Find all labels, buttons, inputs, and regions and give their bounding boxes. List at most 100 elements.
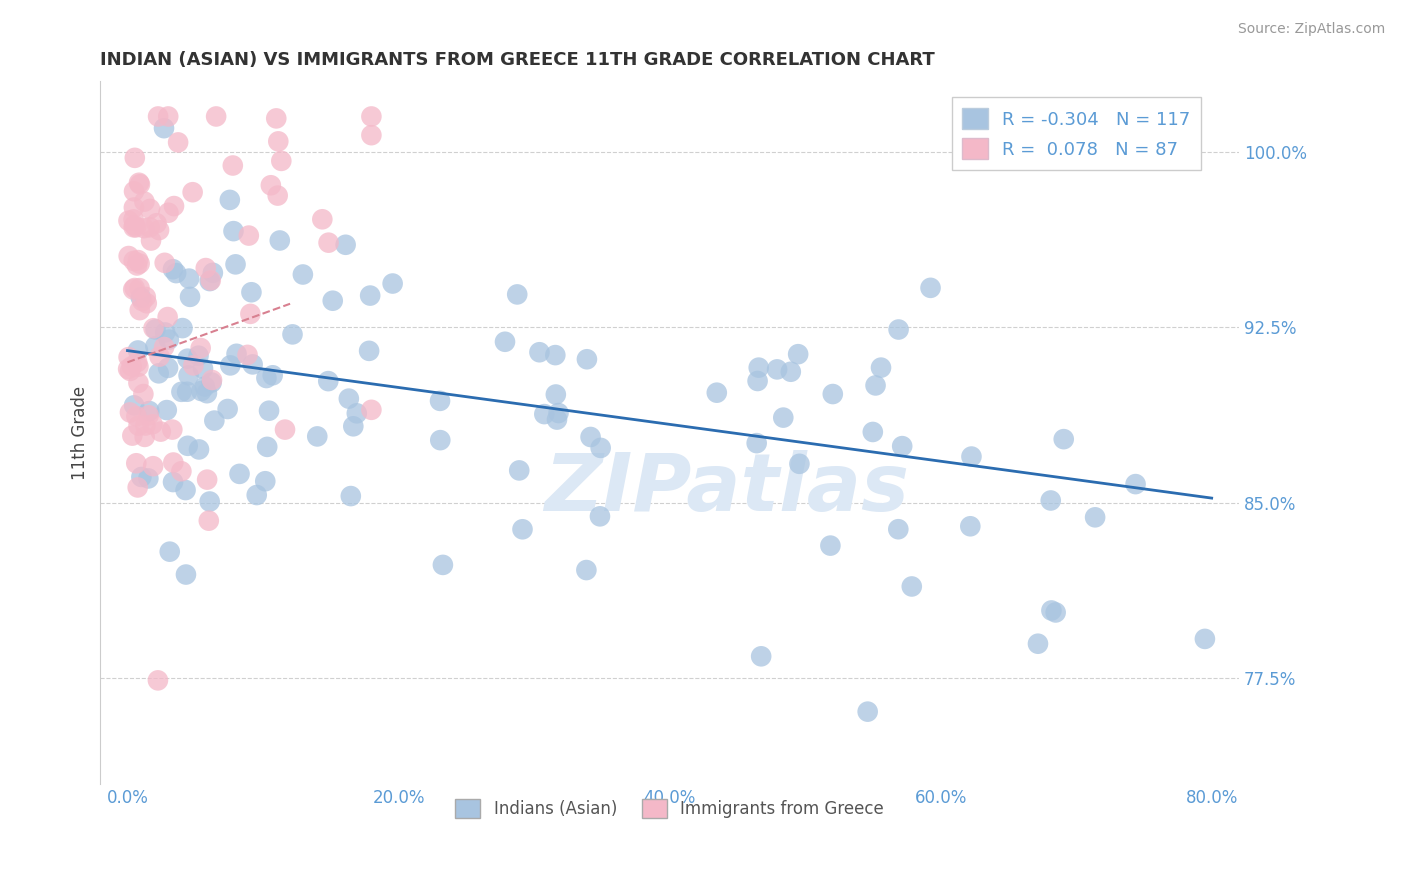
Point (138, 471, 160, 485)
Text: INDIAN (ASIAN) VS IMMIGRANTS FROM GREECE 11TH GRADE CORRELATION CHART: INDIAN (ASIAN) VS IMMIGRANTS FROM GREECE… (100, 51, 935, 69)
Point (122, 398, 145, 412)
Point (120, 364, 142, 378)
Point (381, 277, 404, 291)
Point (198, 514, 221, 528)
Point (337, 392, 360, 406)
Point (187, 349, 209, 363)
Point (134, 194, 156, 209)
Point (225, 257, 247, 271)
Point (198, 274, 221, 288)
Point (176, 384, 198, 399)
Point (257, 403, 280, 417)
Point (179, 290, 201, 304)
Point (546, 412, 568, 426)
Point (1125, 477, 1147, 491)
Point (748, 360, 770, 375)
Point (575, 563, 598, 577)
Point (190, 384, 212, 398)
Point (870, 360, 893, 375)
Point (139, 234, 162, 248)
Point (146, 673, 169, 688)
Point (170, 464, 193, 478)
Point (124, 151, 146, 165)
Point (856, 705, 879, 719)
Point (589, 509, 612, 524)
Point (529, 345, 551, 359)
Point (575, 352, 598, 367)
Point (269, 234, 291, 248)
Point (176, 351, 198, 366)
Point (127, 343, 149, 358)
Legend: Indians (Asian), Immigrants from Greece: Indians (Asian), Immigrants from Greece (449, 792, 890, 824)
Point (747, 374, 769, 388)
Point (772, 410, 794, 425)
Point (360, 128, 382, 143)
Point (222, 224, 245, 238)
Point (153, 121, 176, 136)
Point (157, 205, 180, 219)
Point (820, 539, 842, 553)
Point (128, 418, 150, 433)
Point (117, 350, 139, 364)
Point (138, 409, 160, 423)
Point (177, 368, 200, 383)
Point (190, 341, 212, 355)
Point (195, 473, 218, 487)
Point (264, 112, 287, 126)
Point (118, 405, 141, 419)
Text: ZIPatlas: ZIPatlas (544, 450, 910, 528)
Point (311, 212, 333, 227)
Point (162, 423, 184, 437)
Point (589, 441, 612, 455)
Point (167, 136, 190, 150)
Point (118, 249, 141, 263)
Point (141, 417, 163, 432)
Point (494, 334, 516, 349)
Point (128, 176, 150, 190)
Point (335, 237, 357, 252)
Point (162, 262, 184, 277)
Point (121, 428, 143, 442)
Point (153, 340, 176, 354)
Point (205, 110, 228, 124)
Point (122, 253, 145, 268)
Point (1045, 606, 1067, 620)
Point (165, 266, 187, 280)
Point (163, 199, 186, 213)
Point (749, 649, 772, 664)
Point (121, 359, 143, 374)
Point (117, 362, 139, 376)
Point (149, 425, 172, 439)
Point (122, 184, 145, 198)
Point (217, 402, 239, 417)
Point (1040, 603, 1063, 617)
Point (316, 374, 339, 388)
Point (766, 362, 789, 376)
Point (307, 429, 329, 443)
Point (254, 474, 277, 488)
Point (1026, 637, 1049, 651)
Point (745, 436, 768, 450)
Point (1053, 432, 1076, 446)
Point (183, 359, 205, 373)
Point (157, 360, 180, 375)
Point (887, 522, 910, 536)
Point (146, 110, 169, 124)
Point (862, 425, 884, 439)
Point (159, 544, 181, 558)
Point (242, 358, 264, 372)
Point (270, 153, 292, 168)
Point (506, 287, 529, 301)
Point (117, 213, 139, 227)
Point (142, 459, 165, 474)
Point (177, 439, 200, 453)
Point (429, 433, 451, 447)
Point (318, 235, 340, 250)
Point (132, 221, 155, 235)
Point (122, 283, 145, 297)
Point (1084, 510, 1107, 524)
Point (157, 333, 180, 347)
Point (201, 266, 224, 280)
Point (219, 359, 242, 373)
Point (267, 188, 290, 202)
